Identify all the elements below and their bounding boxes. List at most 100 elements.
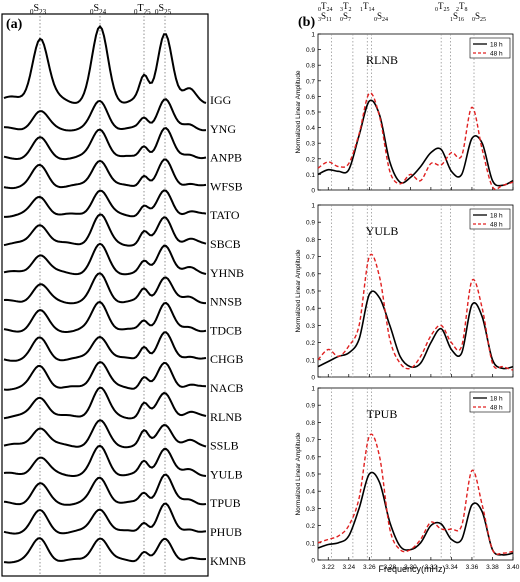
mode-label-b: 1T14	[360, 1, 375, 13]
plot-frame	[317, 387, 514, 561]
y-tick-label: 0.8	[306, 63, 315, 70]
station-trace	[3, 386, 207, 420]
station-trace	[3, 473, 207, 506]
legend-label: 18 h	[490, 42, 503, 49]
y-tick-label: 0.2	[306, 523, 315, 530]
panel-a-traces	[3, 24, 207, 564]
y-axis-label: Normalized Linear Amplitude	[295, 432, 302, 515]
panel-a-mode-labels: 0S23 0S24 0T25 0S25	[30, 3, 172, 16]
mode-label-b: 1S16	[450, 11, 464, 23]
subplot-tpub: 0 0.1 0.2 0.3 0.4 0.5 0.6 0.7 0.8 0.9 1 3.22 3.24 3.2…	[295, 386, 520, 572]
mode-label-b: 2T8	[456, 1, 468, 13]
y-tick-label: 0.5	[306, 110, 315, 117]
station-trace	[3, 331, 207, 362]
station-label: TATO	[210, 208, 240, 222]
mode-label-b: 0S7	[340, 11, 351, 23]
y-tick-label: 0.8	[306, 237, 315, 244]
station-label: TPUB	[210, 496, 241, 510]
station-trace	[3, 419, 207, 449]
mode-label-a: 0S24	[90, 3, 107, 16]
mode-label-b: 3S11	[318, 11, 332, 23]
y-tick-label: 0	[311, 375, 315, 382]
mode-label-b: 0T24	[318, 1, 333, 13]
y-tick-label: 1	[311, 203, 315, 210]
station-label: KMNB	[210, 554, 246, 568]
station-label: ANPB	[210, 151, 242, 165]
y-tick-label: 0.4	[306, 125, 315, 132]
y-tick-label: 0.3	[306, 141, 315, 148]
panel-b-label: (b)	[298, 15, 315, 30]
y-axis-label: Normalized Linear Amplitude	[295, 249, 302, 332]
panel-a-label: (a)	[6, 17, 23, 32]
mode-label-a: 0S23	[30, 3, 47, 16]
station-trace	[3, 127, 207, 161]
subplot-title: TPUB	[367, 407, 398, 421]
y-tick-label: 0.1	[306, 540, 315, 547]
x-tick-label: 3.32	[425, 564, 438, 571]
station-label: PHUB	[210, 525, 242, 539]
y-tick-label: 0.2	[306, 340, 315, 347]
panel-a-station-labels: IGG YNG ANPB WFSB TATO SBCB YHNB NNSB TDCB CHGB NA…	[210, 93, 246, 568]
plot-frame	[317, 204, 514, 378]
y-tick-label: 0.6	[306, 94, 315, 101]
y-tick-label: 0.5	[306, 289, 315, 296]
station-label: RLNB	[210, 410, 242, 424]
station-trace	[3, 242, 207, 276]
y-tick-label: 0.5	[306, 472, 315, 479]
legend-label: 48 h	[490, 51, 503, 58]
station-trace	[3, 537, 207, 564]
station-label: YHNB	[210, 266, 244, 280]
station-trace	[3, 24, 207, 104]
x-tick-label: 3.36	[466, 564, 479, 571]
y-tick-label: 0.9	[306, 220, 315, 227]
x-tick-label: 3.22	[322, 564, 335, 571]
station-label: NACB	[210, 381, 243, 395]
station-trace	[3, 502, 207, 535]
station-label: NNSB	[210, 295, 242, 309]
subplot-title: YULB	[366, 224, 399, 238]
y-tick-label: 0.1	[306, 357, 315, 364]
y-tick-label: 0.9	[306, 403, 315, 410]
legend-label: 48 h	[490, 222, 503, 229]
panel-a-mode-lines	[39, 16, 166, 574]
station-label: YNG	[210, 122, 236, 136]
station-trace	[3, 361, 207, 391]
station-label: SSLB	[210, 439, 239, 453]
y-tick-label: 0.6	[306, 454, 315, 461]
series-line-18h	[317, 290, 514, 370]
series-line-18h	[317, 99, 514, 187]
series-line-48h	[317, 433, 514, 555]
station-trace	[3, 98, 207, 132]
legend-label: 48 h	[490, 405, 503, 412]
mode-label-a: 0T25	[134, 3, 151, 16]
y-tick-label: 1	[311, 386, 315, 393]
mode-label-b: 3T2	[340, 1, 352, 13]
subplot-yulb: 0 0.1 0.2 0.3 0.4 0.5 0.6 0.7 0.8 0.9 1 Normalized …	[295, 203, 514, 382]
legend-label: 18 h	[490, 396, 503, 403]
y-tick-label: 0	[311, 558, 315, 565]
subplot-title: RLNB	[366, 53, 398, 67]
station-label: IGG	[210, 93, 232, 107]
station-trace	[4, 189, 207, 218]
y-tick-label: 0.7	[306, 78, 315, 85]
y-tick-label: 0.8	[306, 420, 315, 427]
mode-label-b: 0S25	[472, 11, 486, 23]
y-tick-label: 1	[311, 32, 315, 39]
x-tick-label: 3.30	[404, 564, 417, 571]
y-tick-label: 0.3	[306, 506, 315, 513]
y-tick-label: 0.7	[306, 254, 315, 261]
y-tick-label: 0.7	[306, 437, 315, 444]
station-trace	[3, 272, 206, 305]
y-tick-label: 0.4	[306, 306, 315, 313]
station-trace	[3, 158, 207, 190]
panel-a-frame	[1, 13, 209, 577]
y-tick-label: 0.4	[306, 489, 315, 496]
x-tick-label: 3.40	[507, 564, 520, 571]
y-tick-label: 0.3	[306, 323, 315, 330]
mode-label-b: 0T25	[435, 1, 450, 13]
legend-label: 18 h	[490, 213, 503, 220]
station-trace	[3, 213, 207, 247]
x-tick-label: 3.38	[486, 564, 499, 571]
